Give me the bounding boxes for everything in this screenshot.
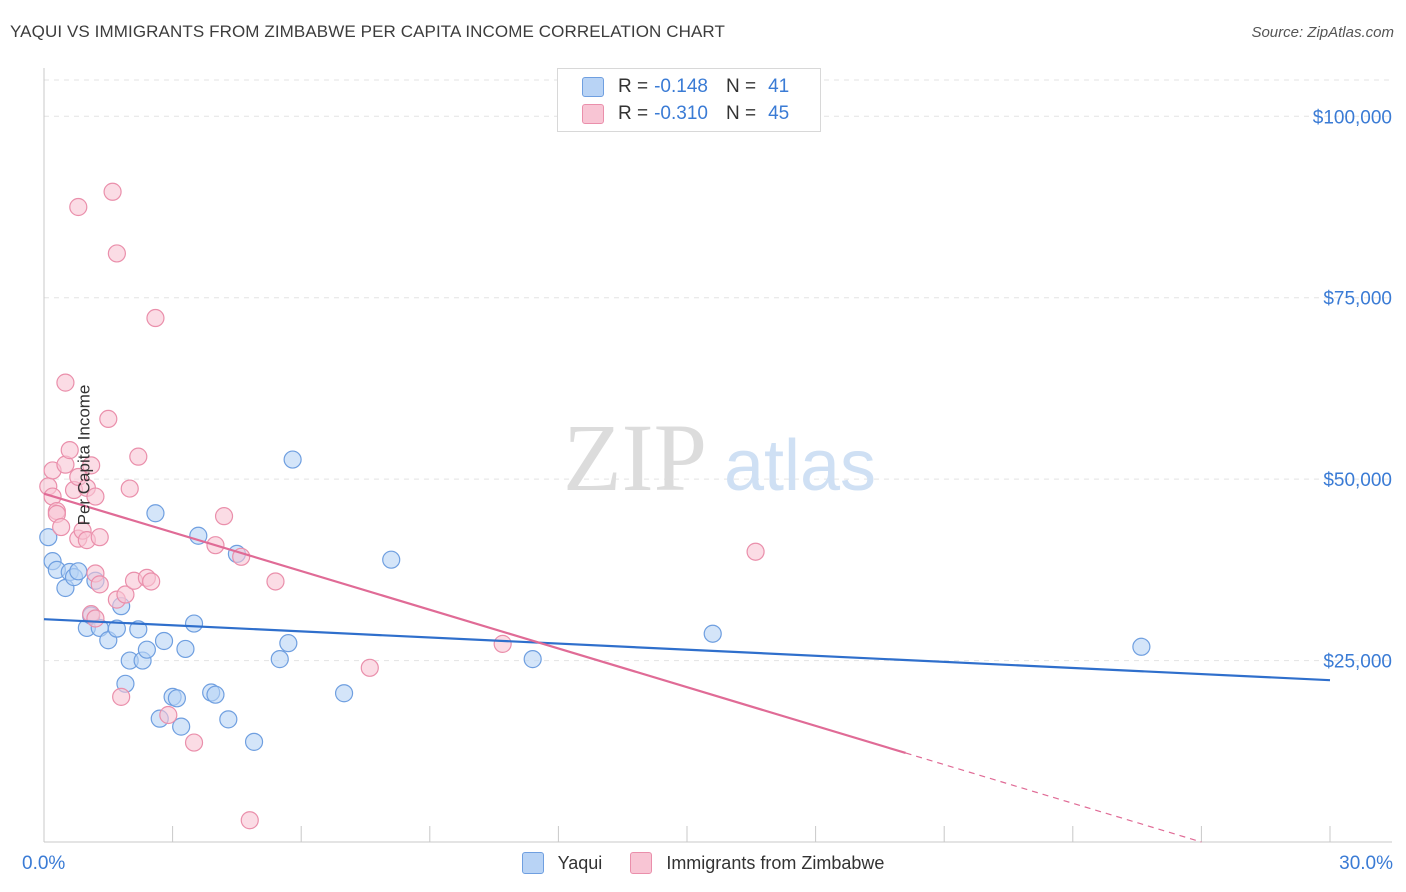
zimbabwe-point	[86, 487, 105, 506]
correlation-legend: R = -0.148 N = 41 R = -0.310 N = 45	[557, 68, 821, 132]
yaqui-point	[206, 685, 225, 704]
zimbabwe-point	[266, 572, 285, 591]
tick-labels: $25,000 $50,000 $75,000 $100,000 0.0% 30.0%	[22, 107, 1393, 874]
yaqui-point	[137, 640, 156, 659]
yaqui-point	[154, 631, 174, 651]
zimbabwe-point	[142, 572, 161, 591]
zimbabwe-point	[214, 507, 234, 526]
axes	[43, 68, 1392, 843]
yaqui-point	[172, 717, 191, 736]
n-label: N =	[725, 103, 757, 124]
y-tick-label: $100,000	[1313, 107, 1392, 128]
yaqui-point	[244, 732, 264, 751]
n-label: N =	[725, 76, 757, 97]
zimbabwe-trend-line	[43, 492, 906, 755]
y-tick-label: $75,000	[1323, 289, 1392, 310]
zimbabwe-point	[240, 811, 259, 830]
yaqui-point	[39, 528, 58, 547]
series-legend: Yaqui Immigrants from Zimbabwe	[0, 852, 1406, 874]
yaqui-point	[167, 689, 186, 708]
gridlines	[44, 79, 1392, 662]
legend-row-zimbabwe: R = -0.310 N = 45	[582, 102, 789, 126]
yaqui-point	[219, 710, 238, 729]
zimbabwe-point	[90, 575, 109, 594]
yaqui-point	[69, 562, 88, 581]
zimbabwe-point	[60, 441, 79, 460]
legend-label-zimbabwe: Immigrants from Zimbabwe	[666, 852, 885, 873]
watermark-zip: ZIP	[563, 404, 707, 511]
yaqui-swatch	[582, 77, 604, 97]
zimbabwe-trend-extension	[905, 752, 1202, 843]
zimbabwe-point	[112, 687, 131, 706]
r-label: R =	[618, 103, 649, 124]
zimbabwe-point	[86, 609, 105, 628]
zimbabwe-point	[159, 705, 178, 725]
r-value: -0.148	[654, 76, 708, 97]
yaqui-swatch	[521, 852, 544, 874]
legend-label-yaqui: Yaqui	[557, 852, 603, 873]
yaqui-point	[283, 450, 302, 469]
yaqui-point	[334, 684, 354, 703]
x-tick-label: 30.0%	[1339, 853, 1393, 874]
watermark: ZIP atlas	[563, 404, 876, 511]
zimbabwe-point	[82, 456, 101, 475]
chart-title: YAQUI VS IMMIGRANTS FROM ZIMBABWE PER CA…	[10, 22, 725, 41]
legend-item-yaqui[interactable]: Yaqui	[521, 852, 603, 874]
zimbabwe-point	[120, 479, 139, 498]
legend-row-yaqui: R = -0.148 N = 41	[582, 75, 789, 99]
yaqui-trend-line	[43, 618, 1331, 682]
y-tick-label: $50,000	[1323, 470, 1392, 491]
zimbabwe-point	[493, 634, 512, 653]
source-label: Source: ZipAtlas.com	[1251, 24, 1394, 41]
yaqui-point	[176, 639, 195, 659]
zimbabwe-swatch	[630, 852, 653, 874]
yaqui-point	[129, 620, 148, 639]
zimbabwe-point	[746, 542, 765, 561]
y-tick-label: $25,000	[1323, 652, 1392, 673]
zimbabwe-point	[99, 409, 118, 429]
yaqui-point	[189, 526, 208, 545]
yaqui-point	[107, 619, 126, 638]
zimbabwe-swatch	[582, 104, 604, 124]
zimbabwe-point	[146, 308, 165, 328]
x-tick-label: 0.0%	[22, 853, 65, 874]
n-value: 45	[768, 103, 790, 124]
zimbabwe-point	[56, 373, 75, 392]
yaqui-point	[279, 634, 298, 653]
y-axis-label: Per Capita Income	[74, 384, 94, 526]
watermark-atlas: atlas	[724, 426, 876, 506]
yaqui-point	[146, 504, 165, 523]
yaqui-point	[270, 650, 289, 669]
r-label: R =	[618, 76, 649, 97]
data-points	[39, 182, 1151, 830]
zimbabwe-point	[69, 197, 88, 217]
n-value: 41	[768, 76, 790, 97]
zimbabwe-point	[52, 517, 71, 537]
yaqui-point	[703, 624, 722, 643]
legend-item-zimbabwe[interactable]: Immigrants from Zimbabwe	[630, 852, 884, 874]
yaqui-point	[1132, 637, 1151, 656]
trend-lines	[43, 492, 1331, 843]
zimbabwe-point	[129, 447, 148, 466]
zimbabwe-point	[107, 244, 126, 263]
zimbabwe-point	[90, 528, 109, 547]
yaqui-point	[382, 550, 401, 569]
zimbabwe-point	[116, 585, 135, 604]
zimbabwe-point	[184, 733, 204, 752]
r-value: -0.310	[654, 103, 708, 124]
zimbabwe-point	[360, 658, 379, 677]
zimbabwe-point	[103, 182, 122, 201]
yaqui-point	[184, 614, 204, 633]
yaqui-point	[523, 650, 542, 669]
